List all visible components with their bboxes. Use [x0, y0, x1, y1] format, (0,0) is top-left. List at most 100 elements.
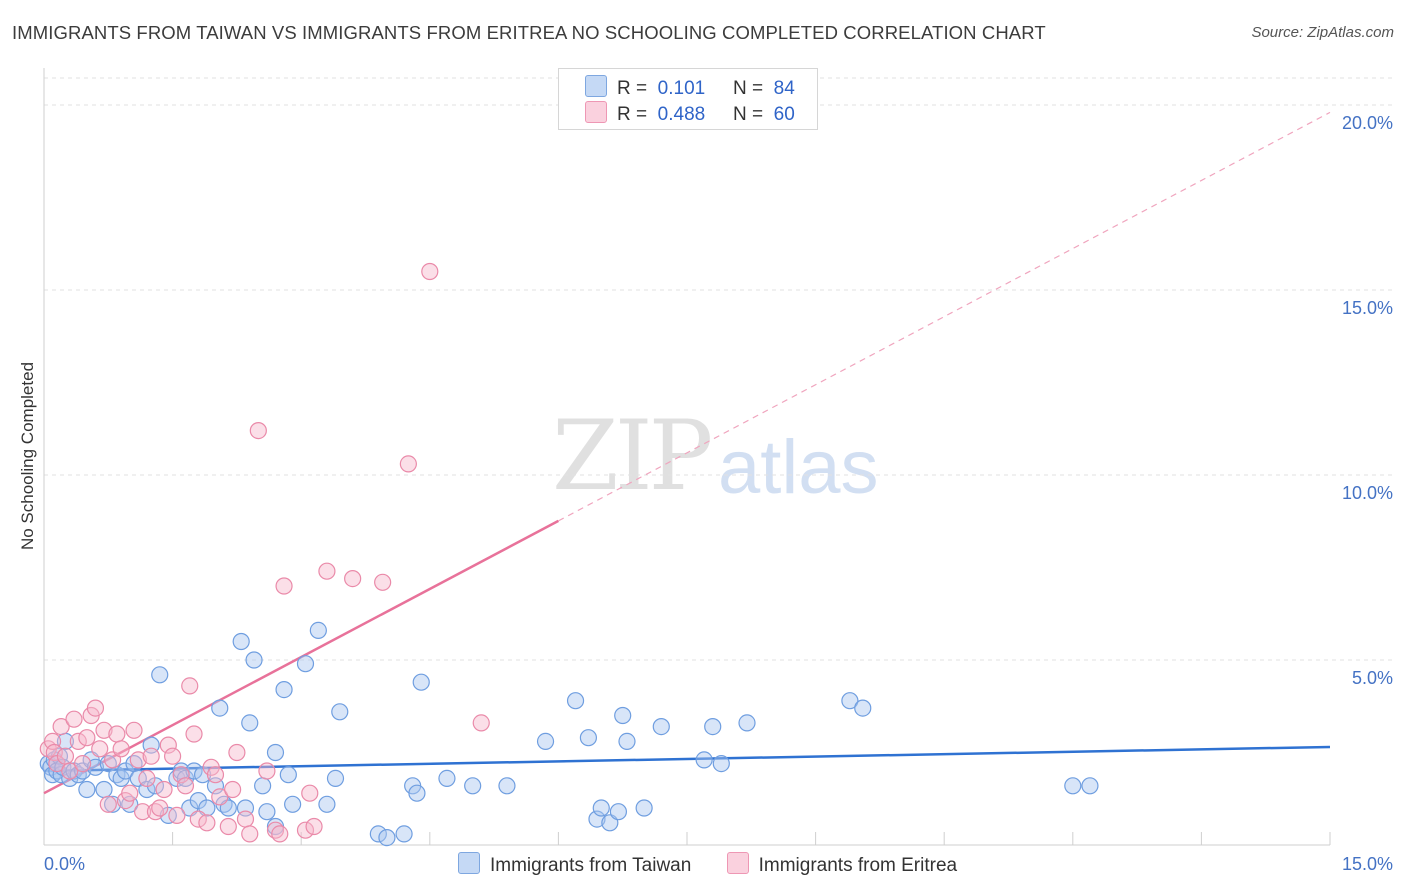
- point-taiwan: [78, 780, 96, 799]
- r-label: R =: [617, 78, 648, 99]
- legend-row-eritrea: R = 0.488 N = 60: [585, 101, 795, 127]
- tick-labels: 5.0% 10.0% 15.0% 20.0% 0.0% 15.0%: [44, 113, 1393, 874]
- point-taiwan: [854, 699, 872, 717]
- n-label: N =: [732, 78, 764, 99]
- point-eritrea: [249, 422, 267, 440]
- point-eritrea: [301, 784, 319, 802]
- point-eritrea: [108, 725, 126, 743]
- point-eritrea: [164, 747, 182, 765]
- x-tick-label: 0.0%: [44, 854, 85, 874]
- point-eritrea: [189, 810, 207, 828]
- y-tick-label: 5.0%: [1352, 668, 1393, 688]
- y-tick-label: 20.0%: [1342, 113, 1393, 133]
- point-eritrea: [399, 455, 417, 473]
- point-taiwan: [588, 810, 606, 828]
- point-eritrea: [133, 803, 152, 821]
- point-eritrea: [185, 725, 203, 743]
- point-taiwan: [408, 784, 426, 802]
- legend-swatch-eritrea: [726, 852, 749, 874]
- r-value: 0.101: [657, 78, 706, 99]
- point-eritrea: [219, 817, 237, 836]
- point-taiwan: [592, 799, 610, 817]
- point-taiwan: [618, 732, 636, 751]
- point-taiwan: [464, 777, 482, 795]
- point-taiwan: [245, 651, 263, 669]
- point-taiwan: [412, 673, 430, 691]
- point-eritrea: [86, 699, 105, 717]
- point-taiwan: [1081, 777, 1099, 795]
- point-eritrea: [176, 777, 195, 795]
- point-taiwan: [284, 795, 302, 813]
- point-eritrea: [56, 747, 75, 765]
- data-points: [39, 262, 1099, 847]
- point-taiwan: [579, 729, 598, 747]
- point-eritrea: [236, 810, 255, 828]
- point-eritrea: [374, 573, 392, 591]
- point-eritrea: [228, 743, 246, 762]
- point-taiwan: [318, 795, 336, 813]
- point-taiwan: [1064, 777, 1082, 795]
- point-taiwan: [536, 732, 555, 751]
- point-taiwan: [566, 692, 585, 710]
- point-eritrea: [138, 769, 156, 788]
- point-eritrea: [305, 817, 323, 836]
- legend-label-taiwan: Immigrants from Taiwan: [490, 855, 692, 876]
- source-label: Source: ZipAtlas.com: [1251, 24, 1394, 41]
- point-taiwan: [241, 714, 259, 732]
- point-taiwan: [211, 699, 229, 717]
- point-eritrea: [198, 814, 216, 832]
- point-eritrea: [271, 825, 289, 843]
- point-taiwan: [378, 828, 396, 847]
- legend-swatch-taiwan: [585, 75, 607, 97]
- point-eritrea: [78, 729, 96, 747]
- point-eritrea: [121, 784, 139, 802]
- point-taiwan: [738, 714, 756, 732]
- point-taiwan: [331, 703, 349, 721]
- point-eritrea: [172, 766, 190, 784]
- watermark-zip: ZIP: [552, 400, 713, 512]
- point-eritrea: [91, 740, 109, 758]
- point-eritrea: [159, 736, 177, 754]
- point-taiwan: [279, 766, 297, 784]
- point-taiwan: [635, 799, 653, 817]
- point-taiwan: [498, 777, 516, 795]
- point-eritrea: [241, 825, 259, 843]
- y-tick-label: 10.0%: [1342, 483, 1393, 503]
- point-taiwan: [103, 795, 122, 813]
- point-eritrea: [151, 799, 169, 817]
- point-taiwan: [296, 655, 315, 673]
- trend-lines: [43, 111, 1331, 795]
- point-eritrea: [45, 743, 63, 762]
- trend-line-taiwan: [43, 745, 1331, 773]
- point-taiwan: [86, 758, 105, 776]
- point-eritrea: [421, 262, 439, 281]
- point-eritrea: [69, 732, 87, 751]
- point-taiwan: [841, 692, 859, 710]
- point-eritrea: [224, 780, 242, 799]
- point-eritrea: [65, 710, 83, 728]
- point-eritrea: [206, 766, 225, 784]
- legend-swatch-taiwan: [458, 852, 480, 874]
- point-taiwan: [695, 751, 713, 769]
- point-taiwan: [326, 769, 345, 788]
- point-taiwan: [254, 777, 272, 795]
- point-taiwan: [614, 706, 632, 725]
- point-eritrea: [296, 821, 315, 839]
- point-taiwan: [232, 632, 250, 651]
- point-eritrea: [52, 717, 70, 736]
- chart-title: IMMIGRANTS FROM TAIWAN VS IMMIGRANTS FRO…: [12, 22, 1046, 43]
- point-eritrea: [112, 740, 130, 758]
- point-taiwan: [266, 743, 285, 762]
- point-eritrea: [275, 577, 293, 595]
- point-taiwan: [275, 680, 293, 699]
- point-eritrea: [125, 721, 143, 739]
- r-label: R =: [617, 104, 648, 125]
- y-tick-label: 15.0%: [1342, 298, 1393, 318]
- point-taiwan: [609, 803, 628, 821]
- axes: [43, 68, 1331, 846]
- legend-item-taiwan: Immigrants from Taiwan: [458, 852, 691, 877]
- point-eritrea: [155, 780, 173, 799]
- r-value: 0.488: [657, 104, 706, 125]
- watermark-atlas: atlas: [718, 425, 879, 510]
- point-taiwan: [652, 717, 670, 736]
